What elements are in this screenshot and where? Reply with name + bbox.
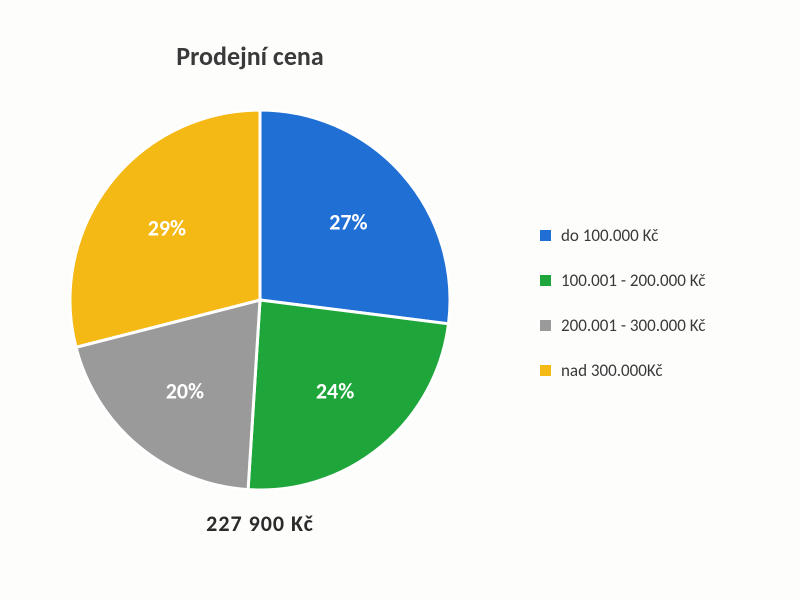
slice-pct-label: 24% (316, 377, 354, 404)
legend-label: nad 300.000Kč (561, 360, 663, 381)
chart-subtitle: 227 900 Kč (70, 510, 450, 537)
legend-label: 100.001 - 200.000 Kč (561, 270, 705, 291)
legend-swatch (540, 320, 551, 331)
chart-title: Prodejní cena (0, 40, 500, 72)
legend: do 100.000 Kč 100.001 - 200.000 Kč 200.001… (540, 225, 705, 405)
legend-swatch (540, 275, 551, 286)
slice-pct-label: 29% (148, 214, 186, 241)
pie-svg (70, 110, 450, 490)
legend-label: 200.001 - 300.000 Kč (561, 315, 705, 336)
legend-swatch (540, 230, 551, 241)
legend-label: do 100.000 Kč (561, 225, 658, 246)
legend-item: do 100.000 Kč (540, 225, 705, 246)
legend-item: 200.001 - 300.000 Kč (540, 315, 705, 336)
pie-chart: Prodejní cena 27% 24% 20% 29% 227 900 Kč do… (0, 0, 800, 600)
pie-holder: 27% 24% 20% 29% (70, 110, 450, 490)
slice-pct-label: 27% (329, 209, 367, 236)
legend-item: 100.001 - 200.000 Kč (540, 270, 705, 291)
slice-pct-label: 20% (166, 377, 204, 404)
legend-item: nad 300.000Kč (540, 360, 705, 381)
legend-swatch (540, 365, 551, 376)
